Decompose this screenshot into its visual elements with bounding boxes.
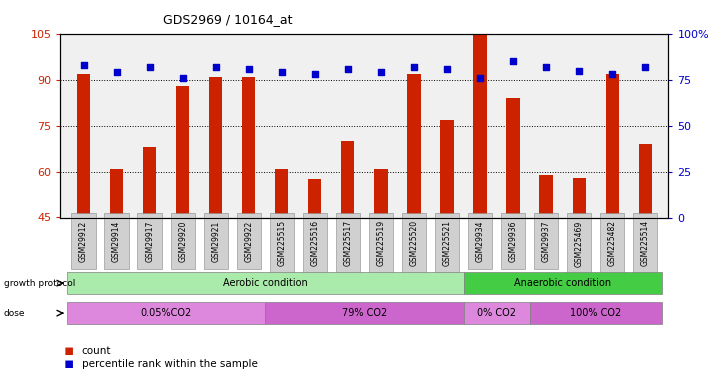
Point (474, 75, 486, 81)
Text: 79% CO2: 79% CO2 (342, 308, 387, 318)
Point (408, 64, 419, 70)
Text: GSM29936: GSM29936 (508, 220, 518, 262)
Text: GSM225482: GSM225482 (608, 220, 616, 266)
Bar (374, 168, 387, 217)
Text: 0.05%CO2: 0.05%CO2 (141, 308, 192, 318)
Text: GSM29934: GSM29934 (476, 220, 484, 262)
Bar (110, 168, 123, 217)
Point (508, 58, 519, 64)
Text: GSM225520: GSM225520 (410, 220, 419, 266)
Point (342, 66, 353, 72)
Bar (176, 86, 189, 218)
Text: 0% CO2: 0% CO2 (477, 308, 516, 318)
Text: GDS2969 / 10164_at: GDS2969 / 10164_at (163, 13, 292, 26)
Text: GSM225469: GSM225469 (574, 220, 584, 267)
Text: GSM29921: GSM29921 (211, 220, 220, 261)
Text: GSM29920: GSM29920 (178, 220, 187, 262)
Text: count: count (82, 346, 111, 355)
Point (540, 64, 552, 70)
Text: GSM225519: GSM225519 (376, 220, 385, 266)
Bar (275, 168, 289, 217)
Point (639, 64, 651, 70)
Text: GSM225517: GSM225517 (343, 220, 353, 266)
Text: GSM225514: GSM225514 (641, 220, 650, 266)
Text: Aerobic condition: Aerobic condition (223, 278, 308, 288)
Text: GSM225515: GSM225515 (277, 220, 287, 266)
Point (574, 68, 585, 74)
Point (111, 69, 122, 75)
Bar (474, 34, 486, 218)
Text: GSM29912: GSM29912 (79, 220, 88, 261)
Bar (143, 147, 156, 218)
Bar (242, 76, 255, 218)
Text: GSM29914: GSM29914 (112, 220, 121, 262)
Point (210, 64, 221, 70)
Point (276, 69, 287, 75)
Point (177, 75, 188, 81)
Text: GSM225516: GSM225516 (310, 220, 319, 266)
Bar (407, 74, 420, 217)
Text: ▪: ▪ (64, 356, 75, 371)
Point (375, 69, 387, 75)
Text: dose: dose (4, 309, 25, 318)
Bar (638, 144, 652, 218)
Text: ▪: ▪ (64, 343, 75, 358)
Point (144, 64, 155, 70)
Point (606, 71, 618, 77)
Bar (440, 120, 454, 218)
Point (442, 66, 453, 72)
Bar (606, 74, 619, 217)
Text: Anaerobic condition: Anaerobic condition (514, 278, 611, 288)
Bar (540, 175, 552, 217)
Bar (572, 178, 586, 218)
Text: GSM225521: GSM225521 (442, 220, 451, 266)
Text: GSM29937: GSM29937 (542, 220, 550, 262)
Text: growth protocol: growth protocol (4, 279, 75, 288)
Text: percentile rank within the sample: percentile rank within the sample (82, 359, 257, 369)
Text: GSM29917: GSM29917 (145, 220, 154, 262)
Point (309, 71, 321, 77)
Text: 100% CO2: 100% CO2 (570, 308, 621, 318)
Bar (341, 141, 355, 218)
Bar (506, 98, 520, 218)
Bar (77, 74, 90, 217)
Bar (309, 179, 321, 218)
Point (78, 62, 90, 68)
Text: GSM29922: GSM29922 (245, 220, 253, 261)
Bar (209, 76, 223, 218)
Point (243, 66, 255, 72)
